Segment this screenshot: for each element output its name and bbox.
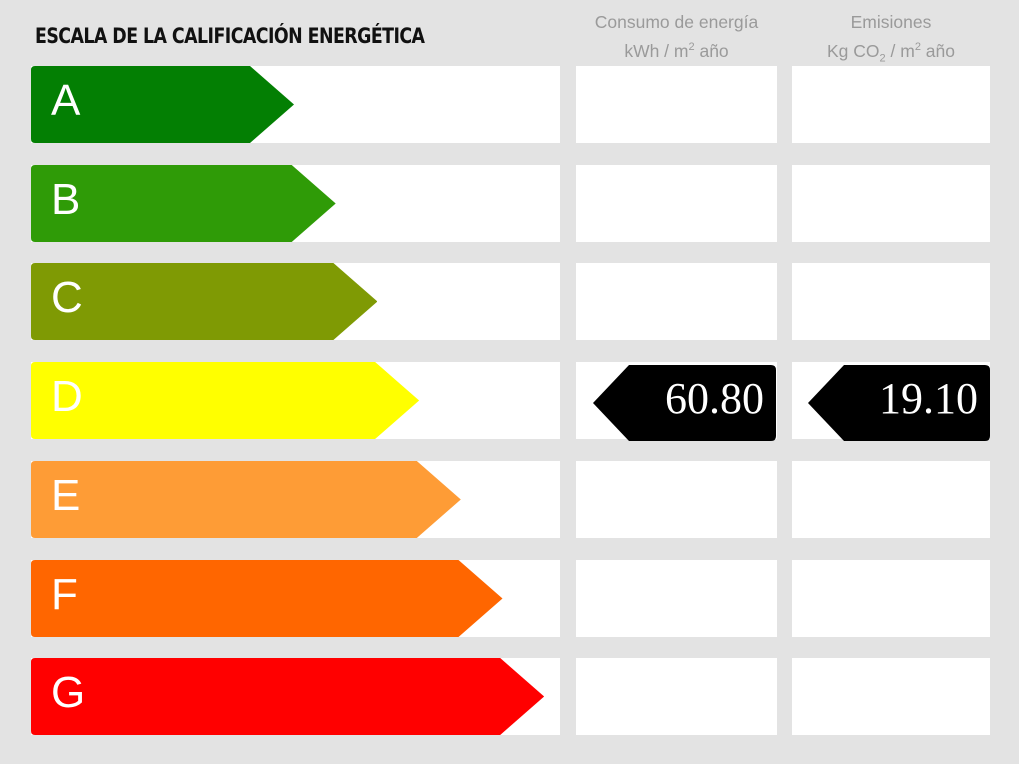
energy-cell-g: [576, 658, 777, 735]
rating-letter: G: [51, 668, 86, 717]
rating-letter: A: [51, 76, 81, 125]
energy-cell-e: [576, 461, 777, 538]
rating-arrow-e: E: [31, 461, 461, 538]
emissions-value-tag: 19.10: [808, 365, 990, 441]
rating-letter: E: [51, 471, 81, 520]
page-title: ESCALA DE LA CALIFICACIÓN ENERGÉTICA: [35, 24, 425, 48]
rating-letter: F: [51, 570, 78, 619]
rating-letter: C: [51, 273, 83, 322]
energy-cell-d: 60.80: [576, 362, 777, 441]
energy-value-text: 60.80: [665, 374, 764, 423]
emissions-cell-c: [792, 263, 990, 340]
emissions-cell-d: 19.10: [792, 362, 990, 441]
energy-column-header: Consumo de energía kWh / m2 año: [576, 10, 777, 64]
energy-cell-a: [576, 66, 777, 143]
energy-cell-b: [576, 165, 777, 242]
energy-cell-c: [576, 263, 777, 340]
rating-arrow-a: A: [31, 66, 294, 143]
emissions-header-label: Emisiones: [850, 12, 932, 32]
emissions-cell-a: [792, 66, 990, 143]
energy-header-unit: kWh / m2 año: [624, 40, 729, 61]
emissions-cell-b: [792, 165, 990, 242]
emissions-cell-e: [792, 461, 990, 538]
emissions-cell-f: [792, 560, 990, 637]
rating-arrow-d: D: [31, 362, 420, 439]
rating-arrow-f: F: [31, 560, 503, 637]
rating-arrow-c: C: [31, 263, 378, 340]
emissions-column-header: Emisiones Kg CO2 / m2 año: [792, 10, 990, 71]
rating-letter: D: [51, 372, 83, 421]
emissions-value-text: 19.10: [879, 374, 978, 423]
energy-value-tag: 60.80: [593, 365, 776, 441]
rating-arrow-g: G: [31, 658, 545, 735]
rating-arrow-b: B: [31, 165, 336, 242]
emissions-cell-g: [792, 658, 990, 735]
energy-cell-f: [576, 560, 777, 637]
emissions-header-unit: Kg CO2 / m2 año: [826, 40, 955, 65]
energy-header-label: Consumo de energía: [594, 12, 759, 32]
rating-letter: B: [51, 175, 81, 224]
